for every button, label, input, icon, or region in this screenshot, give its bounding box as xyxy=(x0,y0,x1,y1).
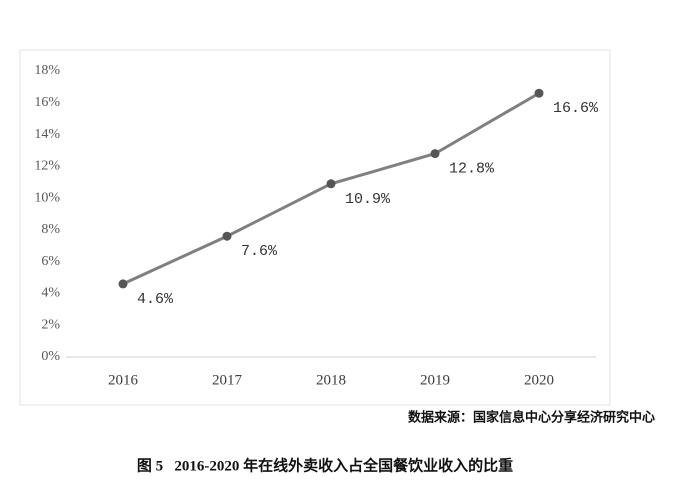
source-note: 数据来源：国家信息中心分享经济研究中心 xyxy=(408,410,655,426)
y-tick-label: 6% xyxy=(41,254,60,269)
y-tick-label: 0% xyxy=(41,349,60,364)
value-label: 16.6% xyxy=(553,100,599,117)
chart-frame xyxy=(19,49,611,406)
y-tick-label: 4% xyxy=(41,286,60,301)
y-tick-label: 14% xyxy=(34,127,60,142)
y-tick-label: 12% xyxy=(34,159,60,174)
value-label: 7.6% xyxy=(241,243,278,260)
y-tick-label: 16% xyxy=(34,95,60,110)
y-tick-label: 2% xyxy=(41,317,60,332)
x-tick-label: 2020 xyxy=(524,372,554,388)
data-line xyxy=(122,91,540,286)
value-label: 12.8% xyxy=(449,161,495,178)
x-tick-label: 2016 xyxy=(108,372,139,388)
x-tick-label: 2017 xyxy=(212,372,243,388)
y-tick-label: 10% xyxy=(34,190,60,205)
data-point xyxy=(222,231,232,241)
data-point xyxy=(430,149,440,159)
x-tick-label: 2018 xyxy=(316,372,346,388)
data-point xyxy=(118,279,128,289)
y-tick-label: 8% xyxy=(41,222,60,237)
data-point xyxy=(326,179,336,189)
value-label: 10.9% xyxy=(345,191,391,208)
y-tick-label: 18% xyxy=(34,63,60,78)
x-tick-label: 2019 xyxy=(420,372,450,388)
figure-caption: 图 5 2016-2020 年在线外卖收入占全国餐饮业收入的比重 xyxy=(137,456,513,474)
value-label: 4.6% xyxy=(137,291,174,308)
data-point xyxy=(534,88,544,98)
